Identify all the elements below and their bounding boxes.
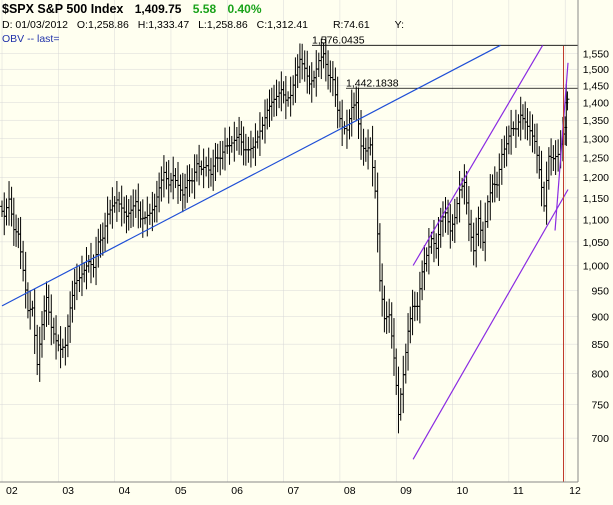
symbol-title: $SPX S&P 500 Index bbox=[2, 2, 124, 16]
trendline-blue-uptrend bbox=[1, 44, 501, 307]
low-readout: L:1,258.86 bbox=[198, 19, 248, 31]
x-tick-label: 07 bbox=[288, 485, 300, 497]
y-axis-ticks: 1,550 1,500 1,450 1,400 1,350 1,300 1,250 1,200… bbox=[583, 48, 609, 445]
y-tick-label: 750 bbox=[591, 400, 609, 412]
trendline-purple-channel-upper bbox=[412, 45, 544, 266]
y-tick-label: 900 bbox=[591, 311, 609, 323]
x-tick-label: 10 bbox=[457, 485, 469, 497]
y-tick-label: 1,000 bbox=[583, 260, 609, 272]
range-readout: R:74.61 bbox=[332, 19, 370, 31]
level-label: 1,576.0435 bbox=[312, 34, 365, 46]
x-tick-label: 06 bbox=[231, 485, 243, 497]
y-readout: Y: bbox=[394, 19, 404, 31]
x-tick-label: 11 bbox=[513, 485, 524, 497]
annotation-lines: 1,576.0435 1,442.1838 bbox=[312, 34, 578, 89]
last-price: 1,409.75 bbox=[134, 2, 182, 16]
y-tick-label: 1,450 bbox=[583, 81, 609, 93]
y-tick-label: 800 bbox=[591, 368, 609, 380]
close-readout: C:1,312.41 bbox=[256, 19, 309, 31]
chart-header: $SPX S&P 500 Index 1,409.75 5.58 0.40% bbox=[0, 0, 613, 18]
x-tick-label: 08 bbox=[344, 485, 356, 497]
y-tick-label: 1,200 bbox=[583, 172, 609, 184]
date-readout: D: 01/03/2012 bbox=[2, 19, 68, 31]
y-tick-label: 1,150 bbox=[583, 193, 609, 205]
price-change: 5.58 bbox=[192, 2, 217, 16]
y-tick-label: 1,300 bbox=[583, 134, 609, 146]
x-tick-label: 12 bbox=[569, 485, 581, 497]
x-tick-label: 02 bbox=[6, 485, 18, 497]
y-tick-label: 1,550 bbox=[583, 48, 609, 60]
price-bars bbox=[0, 36, 570, 434]
level-label: 1,442.1838 bbox=[346, 77, 399, 89]
x-tick-label: 03 bbox=[62, 485, 74, 497]
y-tick-label: 700 bbox=[591, 433, 609, 445]
trendlines bbox=[1, 44, 569, 482]
x-axis-ticks: 02 03 04 05 06 07 08 09 10 11 12 bbox=[6, 485, 581, 497]
indicator-legend: OBV -- last= bbox=[2, 33, 60, 45]
y-tick-label: 1,400 bbox=[583, 98, 609, 110]
y-tick-label: 850 bbox=[591, 339, 609, 351]
y-tick-label: 950 bbox=[591, 285, 609, 297]
price-change-percent: 0.40% bbox=[227, 2, 262, 16]
open-readout: O:1,258.86 bbox=[76, 19, 129, 31]
x-tick-label: 04 bbox=[119, 485, 131, 497]
y-tick-label: 1,100 bbox=[583, 214, 609, 226]
x-tick-label: 05 bbox=[175, 485, 187, 497]
high-readout: H:1,333.47 bbox=[137, 19, 190, 31]
y-tick-label: 1,350 bbox=[583, 115, 609, 127]
y-tick-label: 1,250 bbox=[583, 152, 609, 164]
plot-area bbox=[0, 0, 578, 482]
trendline-purple-channel-lower bbox=[412, 189, 569, 460]
ohlc-readout: D: 01/03/2012 O:1,258.86 H:1,333.47 L:1,… bbox=[0, 18, 613, 32]
y-tick-label: 1,050 bbox=[583, 237, 609, 249]
trendline-purple-steep bbox=[554, 62, 569, 231]
y-axis-panel bbox=[578, 0, 613, 505]
y-tick-label: 1,500 bbox=[583, 64, 609, 76]
x-tick-label: 09 bbox=[400, 485, 412, 497]
